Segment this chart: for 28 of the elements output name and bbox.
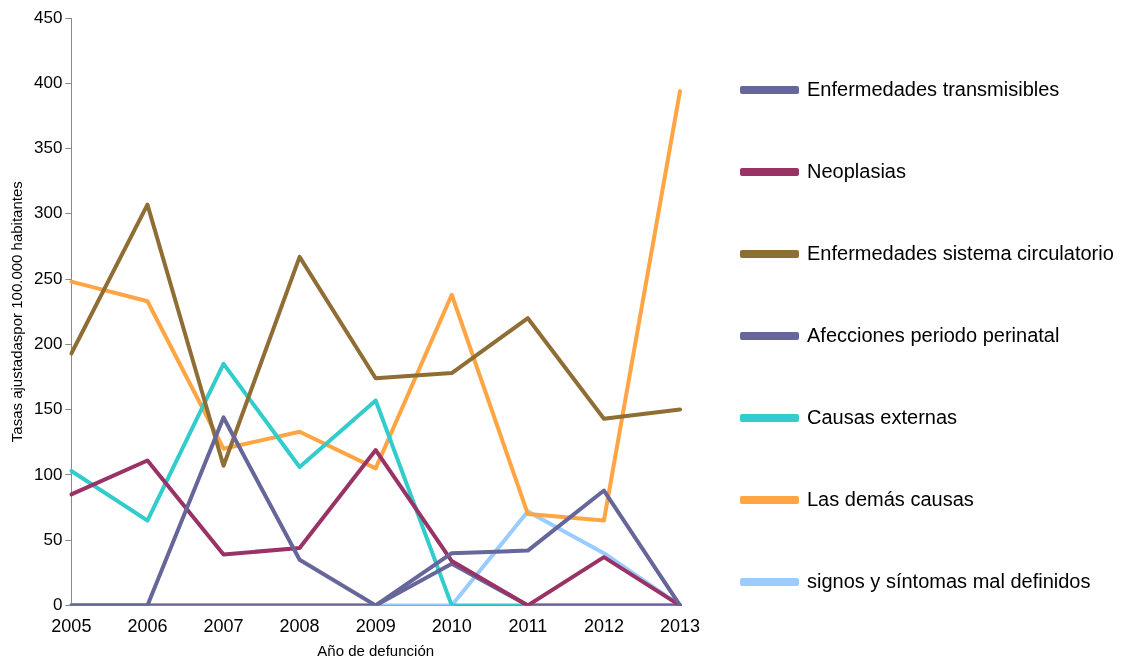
x-tick-label: 2008 (279, 616, 320, 637)
y-tick-label: 350 (33, 138, 63, 158)
x-tick-label: 2006 (127, 616, 168, 637)
legend-label: Enfermedades transmisibles (807, 77, 1060, 100)
y-tick-label: 50 (43, 529, 63, 549)
y-tick-label: 250 (33, 268, 63, 288)
y-axis-title: Tasas ajustadaspor 100.000 habitantes (8, 181, 26, 443)
y-tick-label: 450 (33, 7, 63, 27)
x-tick-label: 2009 (355, 616, 396, 637)
x-tick-label: 2005 (51, 616, 92, 637)
x-tick-label: 2010 (431, 616, 472, 637)
legend-label: Causas externas (807, 405, 958, 428)
legend-label: Enfermedades sistema circulatorio (807, 241, 1114, 264)
y-tick-label: 0 (52, 595, 63, 615)
x-tick-label: 2011 (508, 616, 548, 637)
x-tick-label: 2013 (659, 616, 701, 637)
x-tick-label: 2007 (203, 616, 244, 637)
x-tick-label: 2012 (583, 616, 624, 637)
legend-label: Las demás causas (807, 487, 974, 510)
x-axis-title: Año de defunción (317, 642, 435, 660)
legend-label: signos y síntomas mal definidos (807, 569, 1091, 592)
legend-label: Afecciones periodo perinatal (807, 323, 1060, 346)
y-tick-label: 400 (33, 72, 63, 92)
y-tick-label: 150 (33, 399, 63, 419)
legend-label: Neoplasias (807, 159, 906, 182)
y-tick-label: 100 (33, 464, 63, 484)
y-tick-label: 200 (33, 334, 63, 354)
y-tick-label: 300 (33, 203, 63, 223)
